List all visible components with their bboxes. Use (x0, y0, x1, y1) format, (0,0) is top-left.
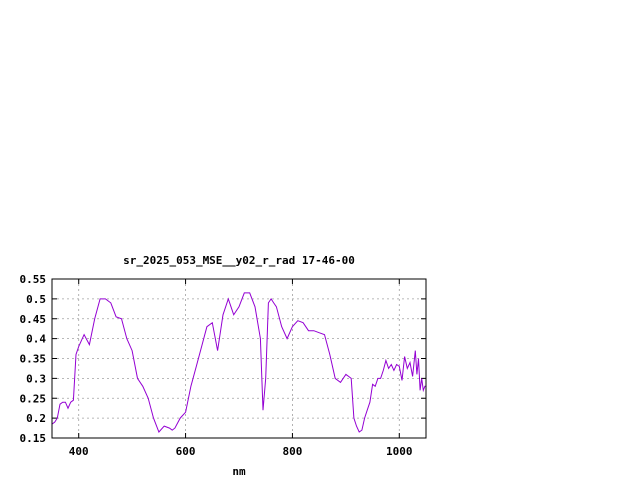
y-tick-label: 0.4 (26, 333, 46, 346)
y-tick-label: 0.55 (20, 273, 47, 286)
x-tick-label: 800 (282, 445, 302, 458)
y-tick-label: 0.45 (20, 313, 47, 326)
y-tick-label: 0.2 (26, 412, 46, 425)
chart-title: sr_2025_053_MSE__y02_r_rad 17-46-00 (123, 254, 355, 267)
tick-labels: 0.15 0.2 0.25 0.3 0.35 0.4 0.45 0.5 0.55 400 600 80… (20, 273, 413, 458)
y-tick-label: 0.15 (20, 432, 47, 445)
x-tick-label: 400 (69, 445, 89, 458)
x-tick-label: 600 (176, 445, 196, 458)
series-line (51, 292, 426, 433)
grid (52, 279, 426, 438)
x-axis-label: nm (232, 465, 246, 478)
y-tick-label: 0.5 (26, 293, 46, 306)
plot-frame (51, 278, 427, 439)
y-tick-label: 0.25 (20, 392, 47, 405)
y-tick-label: 0.3 (26, 372, 46, 385)
x-tick-label: 1000 (386, 445, 413, 458)
y-tick-label: 0.35 (20, 353, 47, 366)
